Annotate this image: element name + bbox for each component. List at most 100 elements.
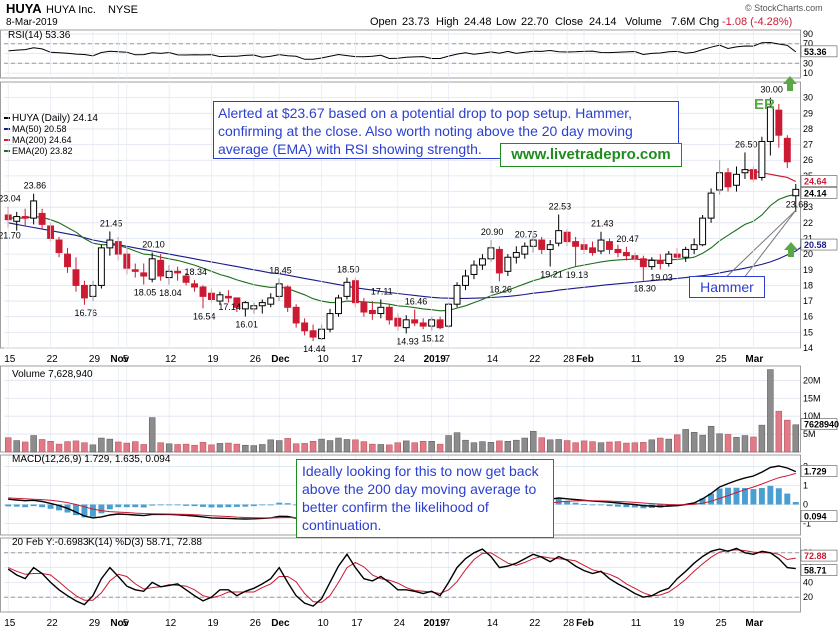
macd-histogram-bar xyxy=(750,489,757,505)
volume-bar xyxy=(326,440,334,453)
macd-histogram-bar xyxy=(614,504,621,507)
macd-histogram-bar xyxy=(98,504,105,514)
volume-bar xyxy=(89,444,97,453)
price-annotation: 21.43 xyxy=(591,219,614,229)
candle-body xyxy=(64,253,71,268)
volume-bar xyxy=(38,439,46,453)
macd-histogram-bar xyxy=(775,488,782,505)
rsi-value-tag: 53.36 xyxy=(804,47,827,57)
site-box: www.livetradepro.com xyxy=(500,143,682,167)
candle-body xyxy=(80,284,88,299)
candle-body xyxy=(258,302,266,307)
stoch-d-line xyxy=(8,549,796,603)
volume-bar xyxy=(538,437,545,453)
price-date-axis-label: 15 xyxy=(4,354,16,365)
candle-body xyxy=(377,306,385,315)
macd-histogram-bar xyxy=(589,504,596,506)
bottom-date-axis-label: 17 xyxy=(351,618,363,629)
legend-ema20: EMA(20) 23.82 xyxy=(12,146,73,156)
open-label: Open xyxy=(370,16,397,28)
alert-note-box: Alerted at $23.67 based on a potential d… xyxy=(213,101,679,159)
volume-bar xyxy=(496,440,503,453)
price-date-axis-label: 24 xyxy=(394,354,406,365)
price-annotation: 18.05 xyxy=(134,288,157,298)
volume-bar xyxy=(335,437,342,453)
volume-bar xyxy=(72,440,80,453)
low-value: 22.70 xyxy=(521,16,549,28)
macd-histogram-bar xyxy=(39,504,46,508)
price-date-axis-label: Mar xyxy=(745,354,763,365)
macd-histogram-bar xyxy=(157,504,164,506)
stoch-k-value-tag-bg xyxy=(800,564,838,576)
bottom-date-axis-label: Dec xyxy=(271,618,290,629)
volume-bar xyxy=(403,440,410,453)
price-annotation: 22.53 xyxy=(549,202,572,212)
candle-body xyxy=(199,286,207,297)
candle-body xyxy=(55,239,63,254)
price-tick-21: 21 xyxy=(803,233,813,243)
ma200-value-tag-bg xyxy=(800,175,838,187)
price-annotation: 20.75 xyxy=(515,229,538,239)
price-annotation: 14.93 xyxy=(396,336,419,346)
candle-body xyxy=(436,319,444,329)
rsi-tick-70: 70 xyxy=(803,39,813,49)
candle-body xyxy=(368,309,376,315)
candle-body xyxy=(402,319,410,329)
volume-bar xyxy=(132,441,139,453)
bottom-date-axis-label: Mar xyxy=(745,618,763,629)
price-date-axis-label: Nov xyxy=(110,354,129,365)
macd-value-tag: 1.729 xyxy=(804,467,827,477)
volume-bar xyxy=(191,444,198,453)
candle-body xyxy=(157,259,165,277)
volume-bar xyxy=(682,429,689,453)
volume-bar xyxy=(724,434,732,453)
stoch-panel-label: K(14) %D(3) 58.71, 72.88 xyxy=(88,537,202,548)
candle-body xyxy=(301,322,309,332)
volume-bar xyxy=(55,443,63,453)
macd-histogram-bar xyxy=(250,504,257,507)
bottom-date-axis-label: Nov xyxy=(110,618,129,629)
price-tick-23: 23 xyxy=(803,202,813,212)
candle-body xyxy=(343,281,351,297)
price-date-axis-label: 14 xyxy=(487,354,499,365)
macd-histogram-bar xyxy=(106,504,113,510)
price-date-axis-label: 26 xyxy=(250,354,262,365)
price-date-axis-label: 29 xyxy=(89,354,101,365)
candle-body xyxy=(216,294,224,302)
bottom-date-axis-label: 7 xyxy=(445,618,451,629)
macd-histogram-bar xyxy=(792,502,799,505)
macd-histogram-bar xyxy=(581,503,588,505)
candle-body xyxy=(682,248,690,258)
copyright: © StockCharts.com xyxy=(745,3,823,13)
macd-histogram-bar xyxy=(242,504,249,507)
volume-label: Volume xyxy=(625,16,662,28)
bottom-date-axis-label: Feb xyxy=(576,618,594,629)
macd-histogram-bar xyxy=(5,504,12,507)
candle-body xyxy=(174,270,182,274)
volume-bar xyxy=(5,437,12,453)
macd-tick-0: 0 xyxy=(803,500,808,510)
candle-body xyxy=(656,259,664,265)
volume-bar xyxy=(479,441,486,453)
volume-bar xyxy=(707,425,715,453)
price-annotation: 23.68 xyxy=(786,200,809,210)
volume-bar xyxy=(614,441,622,453)
bottom-date-axis-label: 5 xyxy=(123,618,129,629)
price-annotation: 19.03 xyxy=(650,272,673,282)
rsi-label: RSI(14) 53.36 xyxy=(8,30,71,41)
candle-body xyxy=(597,239,605,252)
volume-panel-label: Volume 7,628,940 xyxy=(12,369,93,380)
volume-bar xyxy=(284,438,291,453)
candle-body xyxy=(521,245,529,255)
macd-histogram-bar xyxy=(572,502,579,505)
price-date-axis-label: 25 xyxy=(716,354,728,365)
volume-bar xyxy=(199,442,207,453)
macd-histogram-bar xyxy=(598,504,604,506)
exchange-name: NYSE xyxy=(108,4,138,16)
price-tick-19: 19 xyxy=(803,265,813,275)
price-date-axis-label: 7 xyxy=(445,354,451,365)
volume-tick-20M: 20M xyxy=(803,375,821,385)
price-tick-17: 17 xyxy=(803,296,813,306)
volume-bar xyxy=(487,442,495,453)
